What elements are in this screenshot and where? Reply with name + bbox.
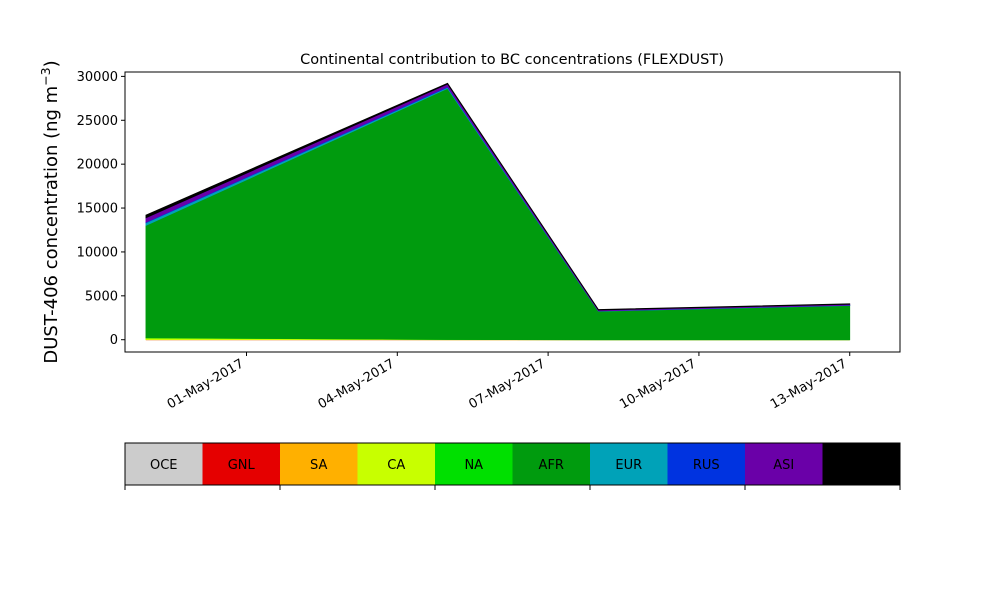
legend-label-gnl: GNL	[228, 458, 256, 473]
y-axis-label-main: DUST-406 concentration (ng m	[41, 86, 62, 364]
x-tick-label: 01-May-2017	[165, 356, 247, 412]
y-axis-label-close: )	[41, 60, 62, 67]
x-tick-label: 10-May-2017	[617, 356, 699, 412]
chart-title: Continental contribution to BC concentra…	[300, 52, 724, 68]
x-tick-label: 13-May-2017	[768, 356, 850, 412]
x-axis: 01-May-2017 04-May-2017 07-May-2017 10-May-…	[165, 352, 850, 412]
y-axis-label-exponent: −3	[38, 67, 53, 85]
y-tick-label: 10000	[77, 245, 118, 260]
legend-label-afr: AFR	[539, 458, 564, 473]
y-tick-label: 30000	[77, 70, 118, 85]
x-tick-label: 07-May-2017	[466, 356, 548, 412]
legend-label-sa: SA	[310, 458, 327, 473]
y-axis-label: DUST-406 concentration (ng m−3)	[38, 60, 62, 363]
y-tick-label: 15000	[77, 202, 118, 217]
legend-label-na: NA	[464, 458, 483, 473]
color-legend: OCE GNL SA CA NA AFR EUR RUS ASI AUS	[125, 443, 900, 490]
legend-label-rus: RUS	[693, 458, 720, 473]
y-tick-label: 25000	[77, 114, 118, 129]
legend-label-aus: AUS	[848, 458, 875, 473]
x-tick-label: 04-May-2017	[316, 356, 398, 412]
y-tick-label: 5000	[85, 289, 118, 304]
legend-label-eur: EUR	[615, 458, 642, 473]
y-axis: 0 5000 10000 15000 20000 25000 30000	[77, 70, 125, 348]
legend-label-asi: ASI	[773, 458, 794, 473]
legend-label-oce: OCE	[150, 458, 178, 473]
area-afr	[146, 88, 850, 339]
y-tick-label: 20000	[77, 158, 118, 173]
legend-label-ca: CA	[387, 458, 405, 473]
stacked-areas	[146, 83, 850, 339]
y-tick-label: 0	[110, 333, 118, 348]
